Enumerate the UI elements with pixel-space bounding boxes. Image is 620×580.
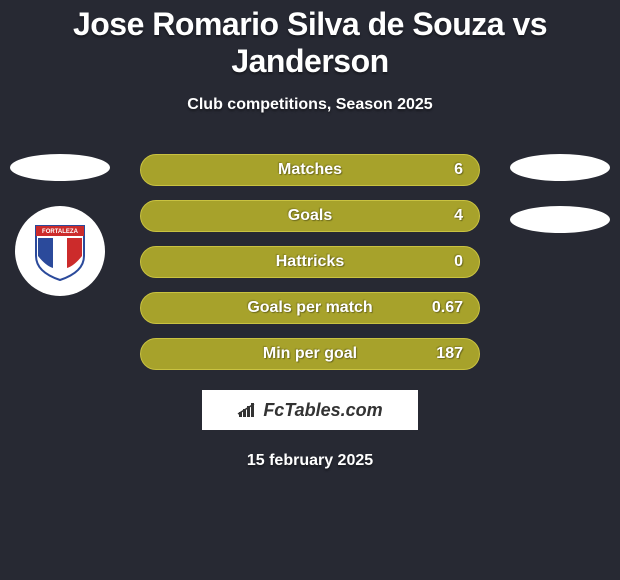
stat-row-goals: Goals 4: [140, 200, 480, 232]
stat-value: 187: [436, 345, 463, 363]
svg-text:FORTALEZA: FORTALEZA: [42, 229, 79, 235]
player-right-flag-placeholder: [510, 154, 610, 181]
stat-row-goals-per-match: Goals per match 0.67: [140, 292, 480, 324]
bar-chart-icon: [237, 402, 257, 418]
stat-label: Goals: [288, 207, 332, 225]
brand-box: FcTables.com: [202, 390, 418, 430]
player-left-flag-placeholder: [10, 154, 110, 181]
club-logo-circle: FORTALEZA: [15, 206, 105, 296]
fortaleza-shield-icon: FORTALEZA: [32, 220, 88, 282]
brand-text: FcTables.com: [263, 400, 382, 421]
content-area: FORTALEZA Matches 6 Goals 4 Hattricks 0 …: [0, 154, 620, 370]
stat-value: 0: [454, 253, 463, 271]
right-badge-column: [510, 154, 610, 258]
stat-value: 6: [454, 161, 463, 179]
left-badge-column: FORTALEZA: [10, 154, 110, 296]
page-subtitle: Club competitions, Season 2025: [0, 96, 620, 114]
stat-value: 4: [454, 207, 463, 225]
stat-label: Min per goal: [263, 345, 357, 363]
stat-row-min-per-goal: Min per goal 187: [140, 338, 480, 370]
page-title: Jose Romario Silva de Souza vs Janderson: [0, 0, 620, 80]
footer-date: 15 february 2025: [0, 452, 620, 470]
stat-label: Matches: [278, 161, 342, 179]
stat-row-matches: Matches 6: [140, 154, 480, 186]
stats-container: Matches 6 Goals 4 Hattricks 0 Goals per …: [140, 154, 480, 370]
player-right-club-placeholder: [510, 206, 610, 233]
stat-label: Goals per match: [247, 299, 372, 317]
stat-label: Hattricks: [276, 253, 344, 271]
stat-row-hattricks: Hattricks 0: [140, 246, 480, 278]
stat-value: 0.67: [432, 299, 463, 317]
